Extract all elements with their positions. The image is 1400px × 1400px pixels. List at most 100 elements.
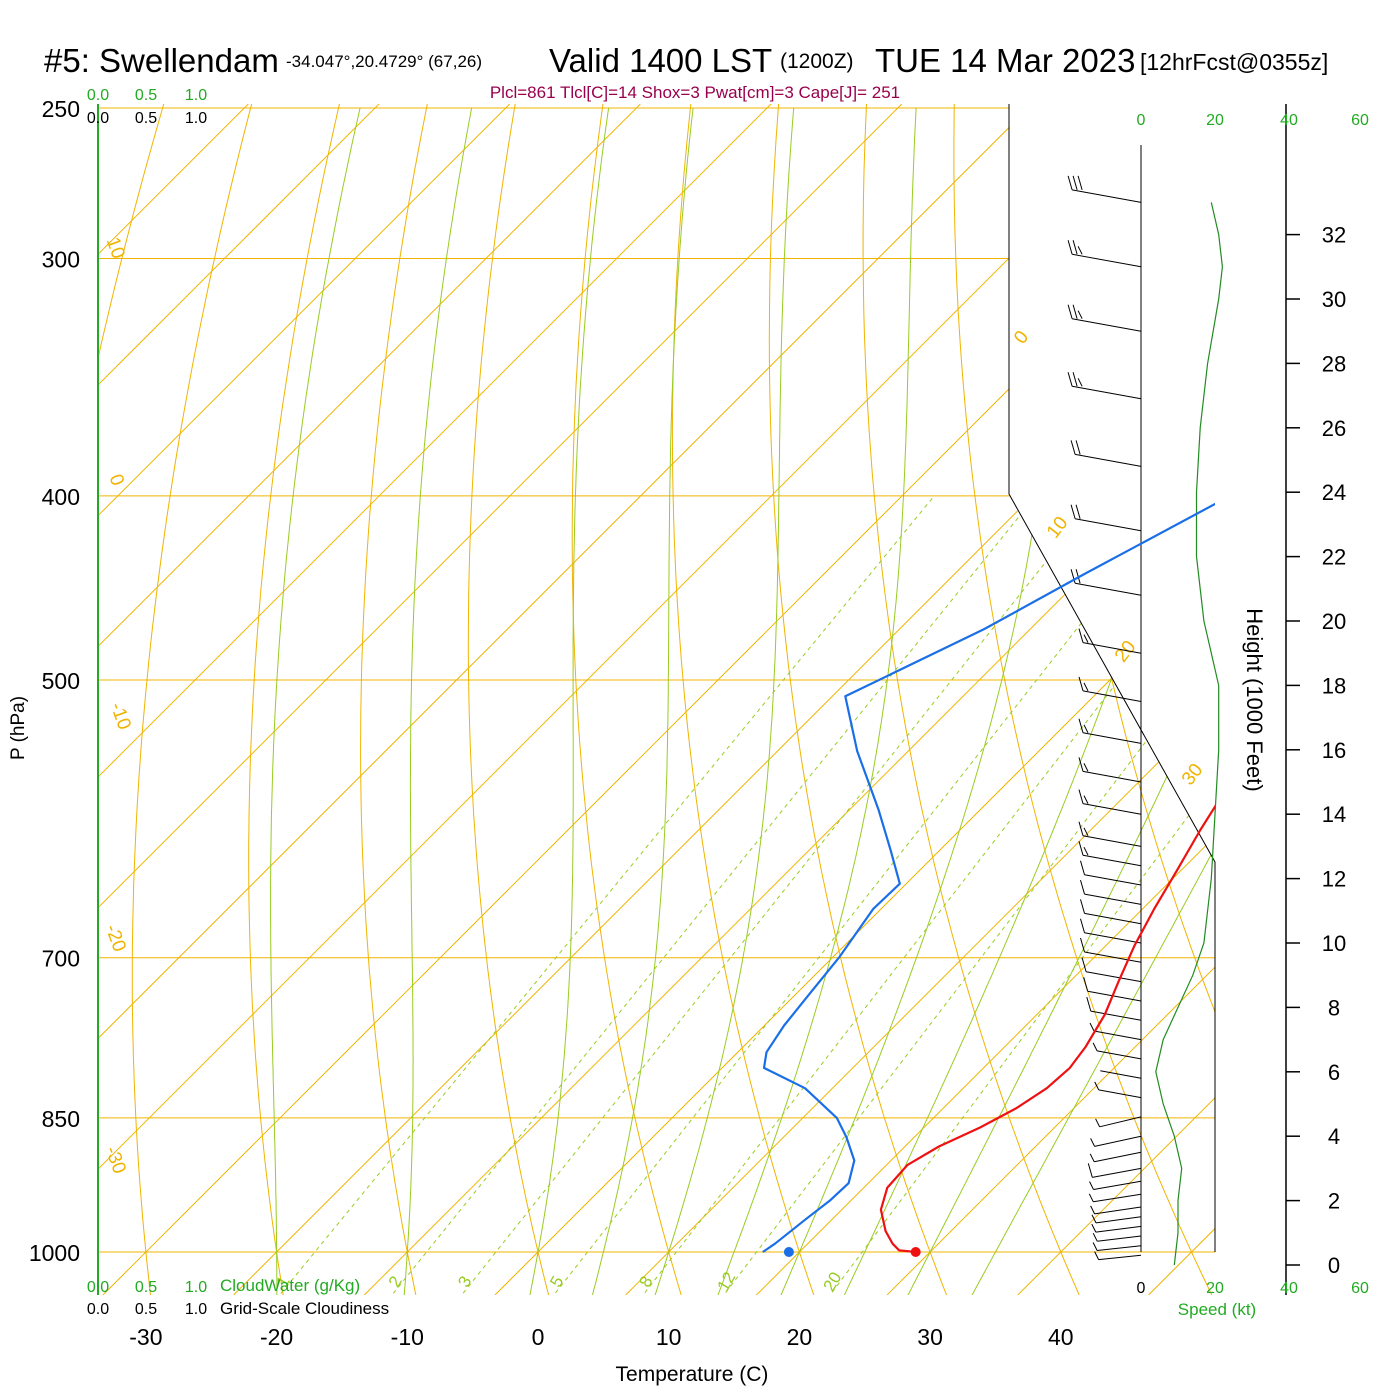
wind-barb: [1078, 718, 1142, 744]
wind-barb-flag: [1077, 310, 1083, 319]
wind-barb: [1088, 1193, 1142, 1203]
wind-barb: [1089, 1180, 1142, 1190]
wind-barb: [1070, 569, 1142, 596]
speed-tick-bottom: 40: [1280, 1280, 1298, 1297]
wind-barb-staff: [1094, 1151, 1142, 1163]
wind-barb: [1078, 757, 1142, 783]
mixing-ratio-line: [615, 495, 1215, 1295]
dry-adiabat: [360, 104, 469, 1295]
cloudwater-bottom-tick: 1.0: [185, 1279, 207, 1296]
isotherm: [1017, 104, 1215, 1295]
wind-barb: [1090, 1135, 1142, 1147]
wind-barb-flag: [1090, 1205, 1096, 1215]
moist-adiabat: [952, 107, 1215, 1295]
wind-panel: [1067, 145, 1224, 1266]
wind-barb-flag: [1091, 1223, 1097, 1233]
wind-barb: [1078, 676, 1142, 702]
dry-adiabat-label: 10: [102, 235, 129, 262]
wind-barb: [1092, 1232, 1142, 1242]
wind-barb: [1078, 821, 1142, 847]
height-tick-label: 30: [1322, 287, 1346, 312]
isotherm: [886, 104, 1215, 1295]
station-title: #5: Swellendam: [44, 42, 279, 79]
surface-temperature-marker: [910, 1247, 921, 1257]
wind-barb-flag: [1092, 1042, 1098, 1052]
speed-tick-top: 60: [1351, 112, 1369, 129]
wind-barb-flag: [1080, 879, 1085, 895]
wind-barb-flag: [1072, 175, 1078, 191]
wind-barb-flag: [1083, 977, 1089, 992]
height-tick-label: 24: [1322, 480, 1346, 505]
wind-barb-staff: [1100, 1070, 1142, 1079]
isotherm: [98, 104, 1033, 1295]
wind-barb-staff: [1084, 932, 1142, 944]
speed-axis-title: Speed (kt): [1178, 1300, 1256, 1319]
diagram-right-boundary: [1008, 104, 1216, 1252]
temperature-tick-label: 10: [656, 1324, 682, 1350]
wind-barb: [1080, 860, 1142, 886]
dry-adiabat: [862, 104, 1096, 1295]
moist-adiabat: [889, 107, 1215, 1295]
mixing-ratio-label: 3: [454, 1273, 475, 1291]
wind-barb-staff: [1093, 1193, 1142, 1203]
temperature-tick-label: 30: [917, 1324, 943, 1350]
wind-barb: [1089, 1151, 1142, 1163]
dry-adiabat-label: 20: [1111, 637, 1141, 667]
height-axis-title: Height (1000 Feet): [1242, 608, 1267, 791]
wind-barb-staff: [1082, 835, 1142, 847]
wind-barb: [1083, 977, 1142, 1002]
dry-adiabat: [467, 104, 559, 1295]
height-tick-label: 6: [1328, 1060, 1340, 1085]
wind-barb-staff: [1087, 990, 1142, 1002]
dewpoint-trace: [762, 502, 1215, 1253]
wind-barb-flag: [1092, 1232, 1098, 1242]
dry-adiabat-label: -30: [101, 1144, 130, 1177]
isotherm: [1279, 104, 1400, 1295]
wind-barb: [1090, 1205, 1142, 1215]
wind-barb-staff: [1082, 690, 1142, 702]
dry-adiabat: [953, 104, 1215, 1295]
moist-adiabat: [703, 107, 917, 1295]
plot-boundary: [97, 104, 1216, 1295]
moist-adiabat: [270, 107, 361, 1295]
wind-barb-flag: [1067, 175, 1073, 191]
pressure-tick-label: 1000: [29, 1240, 80, 1266]
isotherm: [98, 104, 1164, 1295]
wind-barb-flag: [1072, 372, 1078, 387]
pressure-tick-label: 250: [42, 96, 80, 122]
moist-adiabat: [642, 107, 795, 1295]
wind-barb-flag: [1081, 957, 1087, 972]
isotherm: [625, 104, 1215, 1295]
isotherm: [363, 104, 1215, 1295]
temperature-tick-label: 0: [532, 1324, 545, 1350]
wind-barb-staff: [1072, 253, 1142, 268]
wind-barb: [1067, 304, 1142, 332]
cloudwater-top-tick: 0.0: [87, 87, 109, 104]
wind-barb-flag: [1083, 763, 1089, 772]
wind-barb: [1080, 899, 1142, 925]
speed-tick-top: 40: [1280, 112, 1298, 129]
dry-adiabat: [131, 104, 304, 1295]
wind-barb-staff: [1095, 1225, 1142, 1233]
cloudiness-top-tick: 0.0: [87, 110, 109, 127]
wind-barb-staff: [1072, 189, 1142, 203]
wind-barb-staff: [1094, 1135, 1142, 1147]
wind-barb: [1080, 918, 1142, 944]
wind-barb: [1091, 1223, 1142, 1233]
wind-barb-flag: [1078, 789, 1084, 804]
mixing-ratio-lines: [250, 495, 1215, 1295]
wind-barb-flag: [1080, 937, 1085, 953]
wind-barb-staff: [1093, 1180, 1142, 1190]
wind-barb-flag: [1089, 1181, 1094, 1190]
wind-barb-flag: [1083, 795, 1089, 804]
wind-barb: [1078, 789, 1142, 815]
speed-tick-top: 20: [1206, 112, 1224, 129]
x-axis-title: Temperature (C): [616, 1363, 769, 1386]
wind-barb: [1087, 1163, 1142, 1178]
dry-adiabat-label: 0: [1010, 327, 1033, 348]
dry-adiabat: [671, 104, 827, 1295]
wind-barb-staff: [1075, 453, 1142, 467]
cloudwater-bottom-tick: 0.0: [87, 1279, 109, 1296]
wind-barb-flag: [1080, 918, 1085, 933]
dry-adiabat-label: 10: [1043, 513, 1073, 543]
